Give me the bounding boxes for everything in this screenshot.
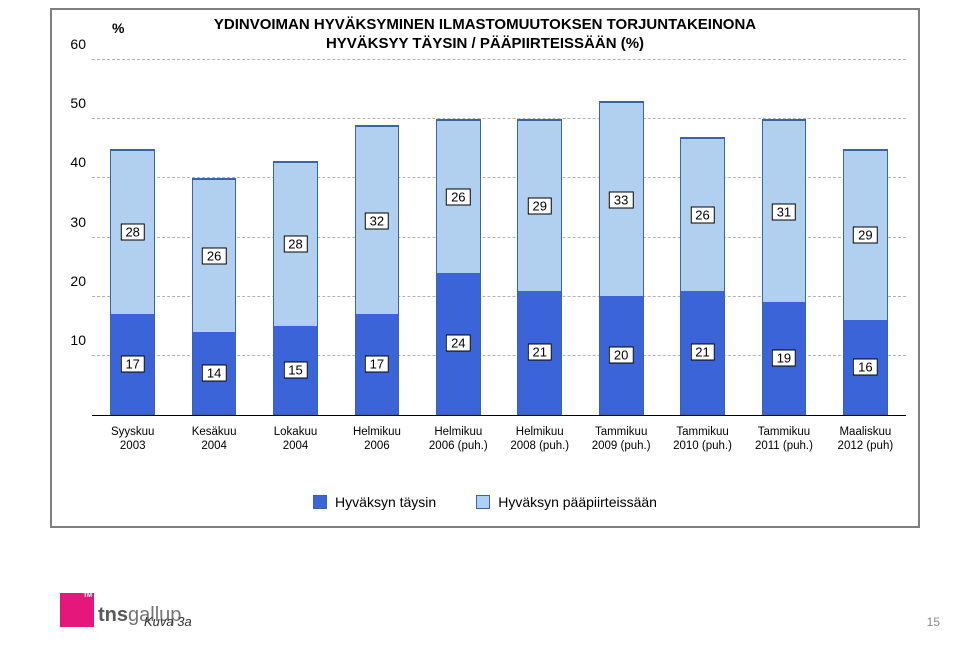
- figure-label: Kuva 3a: [144, 614, 192, 629]
- bar-segment-full: 24: [437, 273, 480, 414]
- x-axis-category-label: Tammikuu2010 (puh.): [662, 426, 743, 454]
- bar-segment-full: 15: [274, 326, 317, 414]
- bar-segment-mostly: 28: [274, 162, 317, 326]
- stacked-bar: 29 16: [843, 149, 888, 415]
- bar-segment-mostly: 31: [763, 120, 806, 302]
- legend-label: Hyväksyn täysin: [335, 494, 436, 510]
- bar-value-label: 29: [853, 227, 877, 244]
- x-axis-category-label: Kesäkuu2004: [173, 426, 254, 454]
- x-axis-label-row: Syyskuu2003Kesäkuu2004Lokakuu2004Helmiku…: [92, 426, 906, 454]
- bar-value-label: 28: [283, 236, 307, 253]
- bar-segment-mostly: 28: [111, 150, 154, 314]
- bar-segment-mostly: 33: [600, 102, 643, 296]
- chart-plot-area: 1020304050602817261428153217262429213320…: [92, 60, 906, 416]
- bar-segment-mostly: 26: [193, 179, 236, 332]
- x-axis-category-label: Maaliskuu2012 (puh): [825, 426, 906, 454]
- bar-slot: 28 17: [92, 60, 173, 415]
- bar-value-label: 21: [690, 344, 714, 361]
- bar-slot: 26 24: [418, 60, 499, 415]
- bar-value-label: 26: [690, 206, 714, 223]
- bar-value-label: 28: [120, 224, 144, 241]
- y-axis-tick-label: 10: [60, 332, 86, 348]
- x-axis-category-label: Tammikuu2011 (puh.): [743, 426, 824, 454]
- bar-value-label: 32: [365, 212, 389, 229]
- bar-segment-full: 17: [356, 314, 399, 414]
- bar-segment-full: 17: [111, 314, 154, 414]
- chart-title-line2: HYVÄKSYY TÄYSIN / PÄÄPIIRTEISSÄÄN (%): [52, 35, 918, 54]
- legend-item: Hyväksyn täysin: [313, 494, 436, 510]
- chart-frame: % YDINVOIMAN HYVÄKSYMINEN ILMASTOMUUTOKS…: [50, 8, 920, 528]
- legend-swatch: [476, 495, 490, 509]
- bar-value-label: 16: [853, 359, 877, 376]
- bar-value-label: 19: [772, 350, 796, 367]
- x-axis-category-label: Helmikuu2008 (puh.): [499, 426, 580, 454]
- bar-value-label: 33: [609, 191, 633, 208]
- y-axis-tick-label: 60: [60, 36, 86, 52]
- bar-slot: 33 20: [580, 60, 661, 415]
- legend-swatch: [313, 495, 327, 509]
- bar-value-label: 14: [202, 364, 226, 381]
- bar-slot: 29 21: [499, 60, 580, 415]
- bar-slot: 32 17: [336, 60, 417, 415]
- bar-slot: 28 15: [255, 60, 336, 415]
- y-axis-tick-label: 50: [60, 95, 86, 111]
- bar-segment-mostly: 26: [437, 120, 480, 273]
- bar-segment-full: 19: [763, 302, 806, 414]
- bars-row: 28 17 26 14 28 15 32 17 26 24 29 21 33 20 26 21 31 19 29 16: [92, 60, 906, 415]
- x-axis-category-label: Helmikuu2006: [336, 426, 417, 454]
- bar-segment-full: 20: [600, 296, 643, 414]
- bar-slot: 26 14: [173, 60, 254, 415]
- chart-title: YDINVOIMAN HYVÄKSYMINEN ILMASTOMUUTOKSEN…: [52, 16, 918, 54]
- stacked-bar: 26 14: [192, 178, 237, 415]
- bar-value-label: 21: [527, 344, 551, 361]
- stacked-bar: 26 24: [436, 119, 481, 415]
- bar-value-label: 26: [202, 248, 226, 265]
- y-axis-tick-label: 40: [60, 154, 86, 170]
- bar-value-label: 26: [446, 189, 470, 206]
- logo-square: TM: [60, 593, 94, 627]
- stacked-bar: 29 21: [517, 119, 562, 415]
- bar-segment-mostly: 26: [681, 138, 724, 291]
- bar-slot: 31 19: [743, 60, 824, 415]
- page-number: 15: [927, 615, 940, 629]
- bar-segment-full: 14: [193, 332, 236, 414]
- x-axis-category-label: Helmikuu2006 (puh.): [418, 426, 499, 454]
- bar-segment-full: 16: [844, 320, 887, 414]
- y-axis-tick-label: 30: [60, 214, 86, 230]
- bar-value-label: 31: [772, 203, 796, 220]
- bar-segment-full: 21: [518, 291, 561, 414]
- bar-value-label: 20: [609, 347, 633, 364]
- stacked-bar: 31 19: [762, 119, 807, 415]
- bar-value-label: 29: [527, 197, 551, 214]
- bar-segment-mostly: 29: [844, 150, 887, 320]
- stacked-bar: 28 17: [110, 149, 155, 415]
- legend-label: Hyväksyn pääpiirteissään: [498, 494, 657, 510]
- bar-value-label: 17: [120, 356, 144, 373]
- stacked-bar: 33 20: [599, 101, 644, 415]
- legend-item: Hyväksyn pääpiirteissään: [476, 494, 657, 510]
- y-axis-tick-label: 20: [60, 273, 86, 289]
- chart-title-line1: YDINVOIMAN HYVÄKSYMINEN ILMASTOMUUTOKSEN…: [52, 16, 918, 35]
- bar-segment-full: 21: [681, 291, 724, 414]
- chart-legend: Hyväksyn täysin Hyväksyn pääpiirteissään: [52, 494, 918, 510]
- stacked-bar: 26 21: [680, 137, 725, 415]
- x-axis-category-label: Syyskuu2003: [92, 426, 173, 454]
- x-axis-category-label: Tammikuu2009 (puh.): [580, 426, 661, 454]
- bar-slot: 29 16: [825, 60, 906, 415]
- stacked-bar: 32 17: [355, 125, 400, 415]
- stacked-bar: 28 15: [273, 161, 318, 415]
- bar-segment-mostly: 29: [518, 120, 561, 290]
- logo-text-bold: tns: [98, 604, 128, 626]
- bar-segment-mostly: 32: [356, 126, 399, 314]
- bar-value-label: 17: [365, 356, 389, 373]
- bar-value-label: 15: [283, 361, 307, 378]
- bar-slot: 26 21: [662, 60, 743, 415]
- bar-value-label: 24: [446, 335, 470, 352]
- x-axis-category-label: Lokakuu2004: [255, 426, 336, 454]
